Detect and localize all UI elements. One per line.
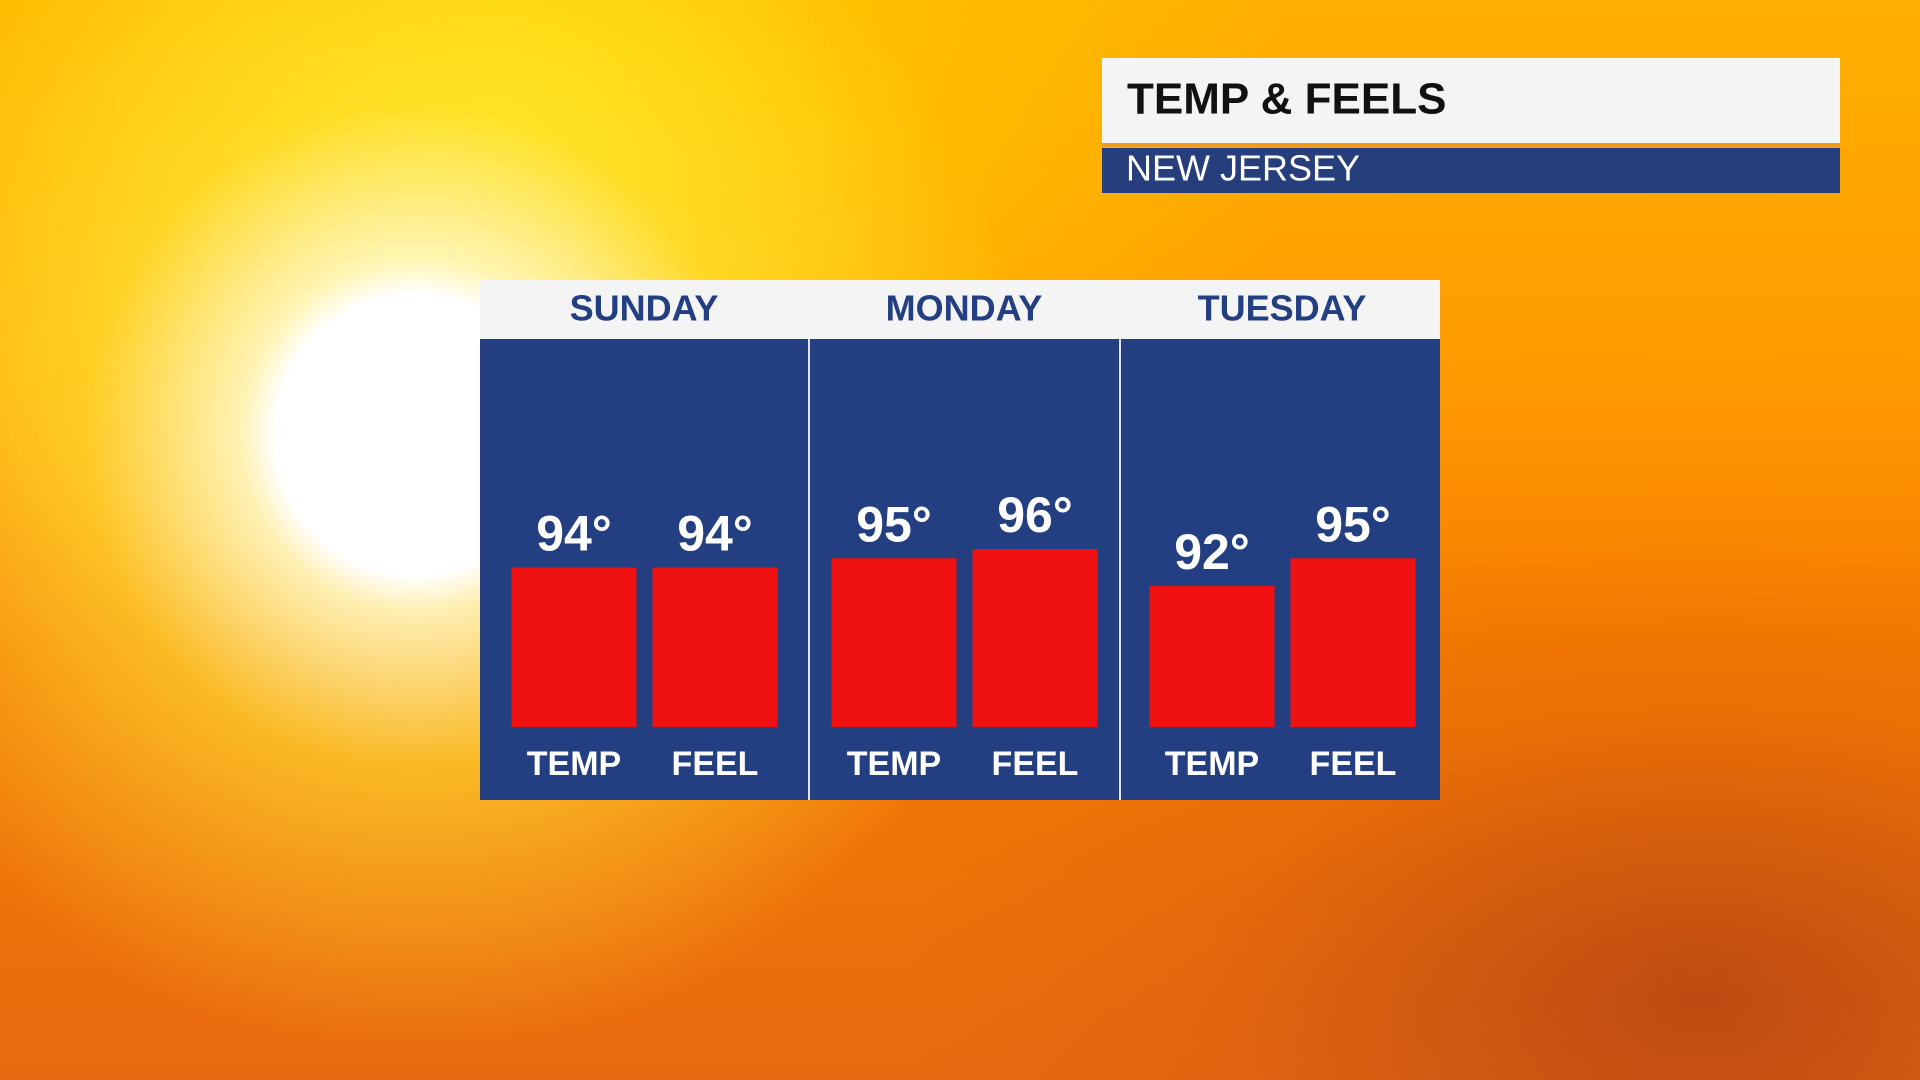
series-label: FEEL bbox=[1310, 745, 1397, 783]
day-label: MONDAY bbox=[886, 288, 1043, 329]
value-label: 95° bbox=[856, 496, 932, 552]
bar bbox=[511, 567, 637, 727]
series-label: TEMP bbox=[527, 745, 621, 783]
bar bbox=[1149, 586, 1275, 727]
title: TEMP & FEELS bbox=[1127, 75, 1446, 124]
header-box bbox=[1102, 58, 1840, 143]
value-label: 92° bbox=[1174, 524, 1250, 580]
day-label: TUESDAY bbox=[1198, 288, 1367, 329]
bar bbox=[652, 567, 778, 727]
subtitle: NEW JERSEY bbox=[1126, 148, 1360, 189]
days-header bbox=[480, 280, 1440, 339]
value-label: 96° bbox=[997, 487, 1073, 543]
panel bbox=[480, 339, 1440, 800]
bar bbox=[831, 558, 957, 727]
series-label: TEMP bbox=[1165, 745, 1259, 783]
bar bbox=[972, 549, 1098, 727]
series-label: FEEL bbox=[992, 745, 1079, 783]
header-accent bbox=[1102, 143, 1840, 147]
value-label: 95° bbox=[1315, 496, 1391, 552]
day-label: SUNDAY bbox=[570, 288, 719, 329]
value-label: 94° bbox=[677, 506, 753, 562]
series-label: FEEL bbox=[672, 745, 759, 783]
series-label: TEMP bbox=[847, 745, 941, 783]
value-label: 94° bbox=[536, 506, 612, 562]
bar bbox=[1290, 558, 1416, 727]
subtitle-bar bbox=[1102, 148, 1840, 193]
